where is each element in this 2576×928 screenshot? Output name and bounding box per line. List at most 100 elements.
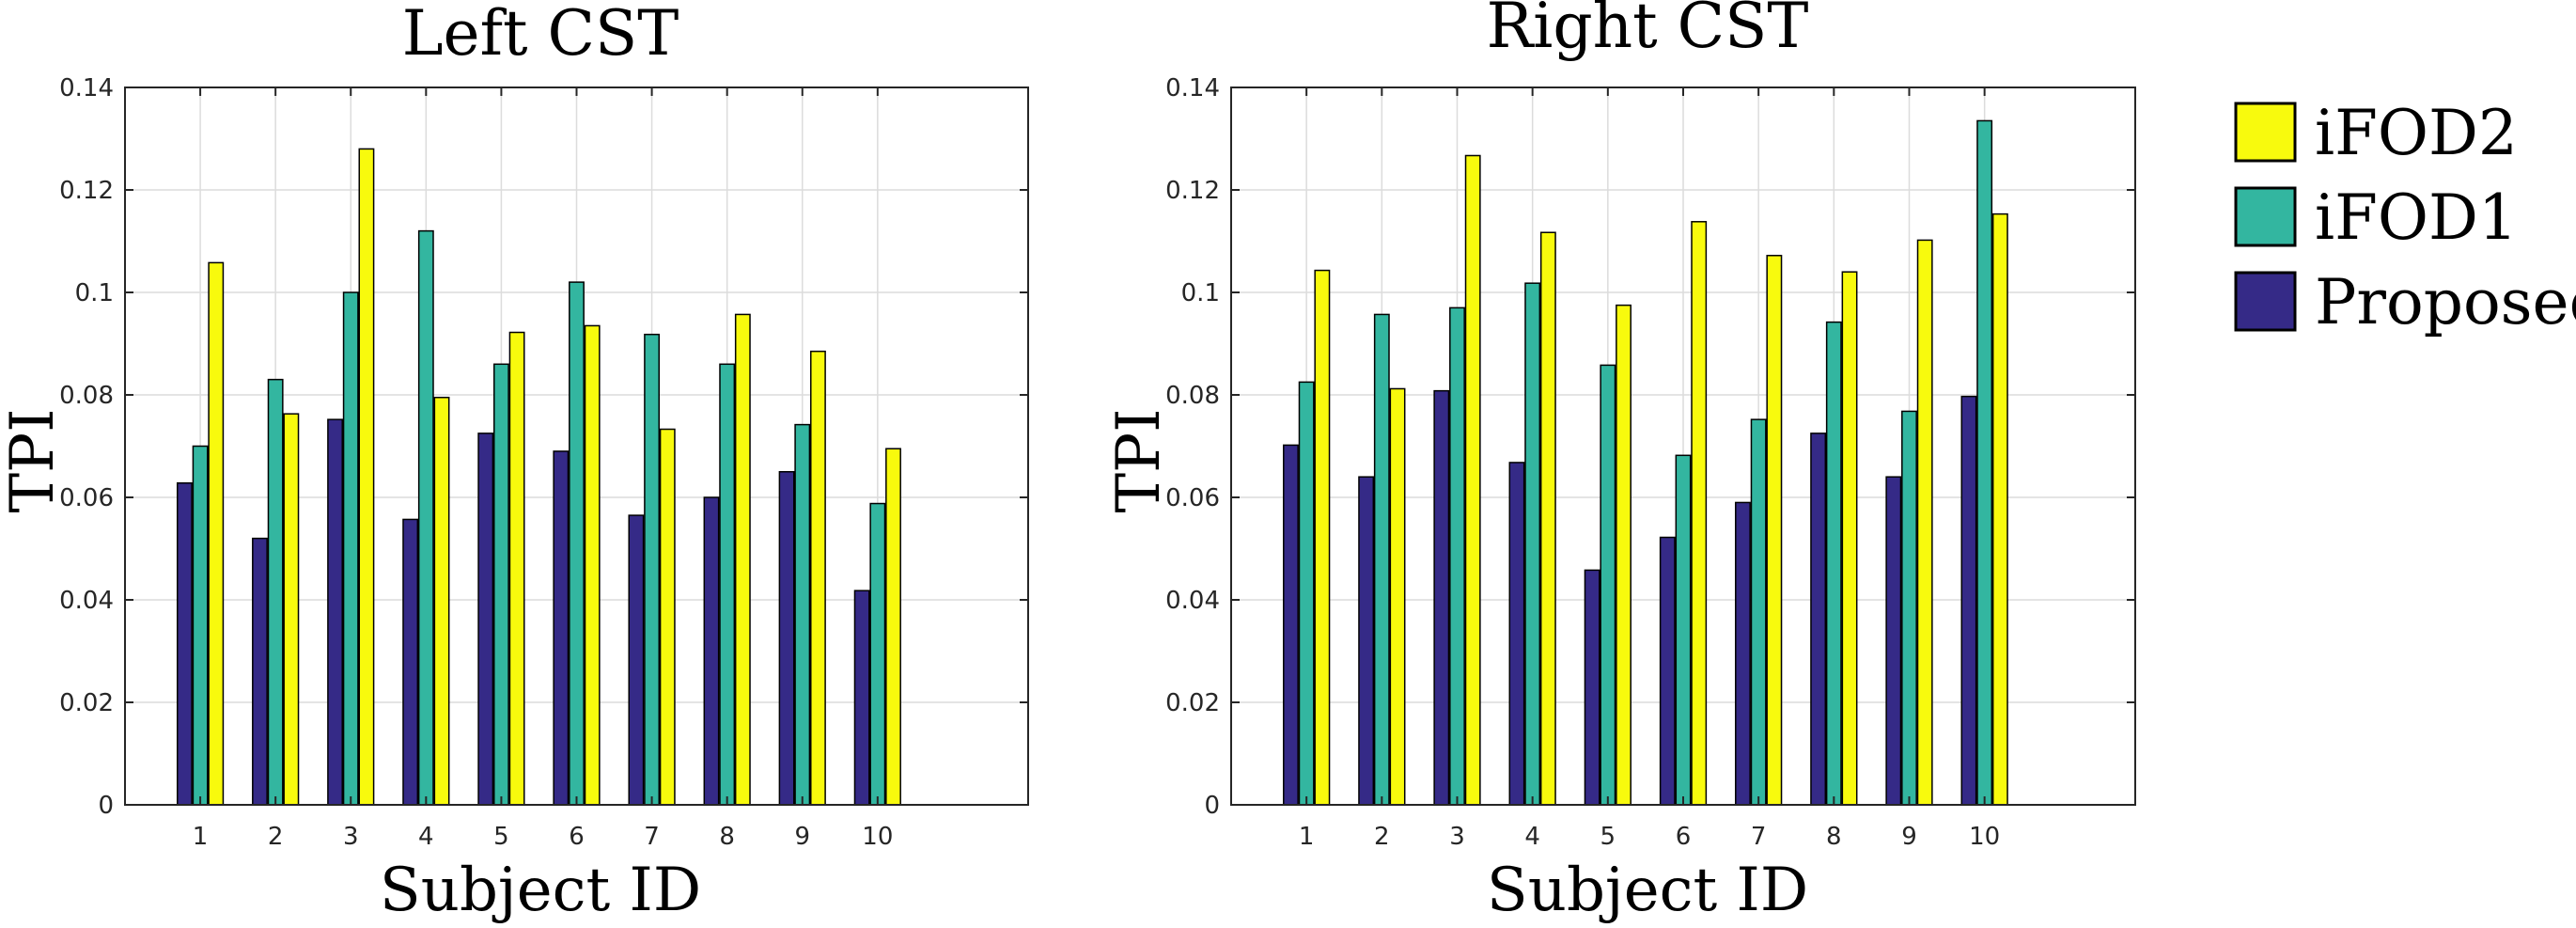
- legend-swatch: [2234, 271, 2297, 332]
- bar-proposed: [176, 481, 193, 806]
- x-tick-label: 4: [418, 823, 434, 851]
- bar-ifod2: [1616, 304, 1631, 806]
- bar-ifod1: [794, 423, 811, 806]
- bar-ifod1: [192, 445, 209, 806]
- x-axis-label: Subject ID: [380, 856, 701, 925]
- bar-proposed: [1810, 433, 1827, 806]
- x-tick-label: 8: [1826, 823, 1842, 851]
- y-tick-label: 0.08: [1165, 382, 1220, 410]
- y-tick-label: 0.04: [59, 587, 114, 615]
- x-tick-label: 2: [1374, 823, 1390, 851]
- ticks: 0 0.02 0.04 0.06 0.08 0.1 0.12 0.14 1 2 3 4 5 6 7 8 9 10: [59, 74, 1028, 851]
- x-tick-label: 9: [1901, 823, 1917, 851]
- bar-ifod2: [1389, 387, 1406, 806]
- bar-ifod1: [1524, 282, 1541, 806]
- x-tick-label: 3: [343, 823, 359, 851]
- bar-ifod2: [508, 331, 525, 806]
- y-axis-label: TPI: [1104, 408, 1174, 512]
- ticks: 0 0.02 0.04 0.06 0.08 0.1 0.12 0.14 1 2 3 4 5 6 7 8 9 10: [1165, 74, 2135, 851]
- y-tick-label: 0.1: [75, 279, 114, 307]
- bar-proposed: [1960, 395, 1977, 806]
- bar-ifod1: [1298, 381, 1315, 806]
- legend-label: iFOD2: [2315, 97, 2518, 169]
- y-tick-label: 0.02: [59, 689, 114, 717]
- bar-proposed: [1584, 569, 1600, 806]
- y-tick-label: 0.14: [59, 74, 114, 102]
- bar-ifod1: [569, 281, 585, 806]
- bar-ifod2: [283, 413, 300, 806]
- bar-proposed: [778, 471, 795, 806]
- legend-entry-ifod2: iFOD2: [2234, 97, 2518, 169]
- x-tick-label: 10: [1969, 823, 2000, 851]
- y-tick-label: 0: [1204, 792, 1220, 820]
- y-tick-label: 0.1: [1181, 279, 1220, 307]
- y-tick-label: 0.04: [1165, 587, 1220, 615]
- bar-ifod1: [1976, 119, 1993, 806]
- y-tick-label: 0.12: [1165, 177, 1220, 205]
- x-tick-label: 4: [1524, 823, 1540, 851]
- bar-ifod1: [1750, 418, 1767, 806]
- bar-proposed: [1283, 444, 1299, 806]
- legend-entry-ifod1: iFOD1: [2234, 181, 2518, 254]
- bar-proposed: [1735, 501, 1751, 806]
- x-tick-label: 1: [193, 823, 209, 851]
- x-tick-label: 8: [719, 823, 735, 851]
- bar-proposed: [252, 537, 268, 806]
- bar-proposed: [402, 518, 419, 806]
- bar-ifod2: [734, 313, 751, 806]
- x-tick-label: 5: [1600, 823, 1616, 851]
- bar-ifod2: [1916, 239, 1933, 806]
- bar-ifod1: [492, 363, 509, 806]
- bar-proposed: [1885, 476, 1902, 806]
- bar-ifod2: [1464, 154, 1481, 806]
- bar-ifod1: [1600, 364, 1616, 806]
- bar-ifod1: [342, 291, 359, 806]
- chart-title: Left CST: [402, 0, 679, 70]
- bar-ifod2: [1991, 212, 2008, 806]
- bar-ifod2: [1766, 255, 1783, 806]
- y-tick-label: 0.12: [59, 177, 114, 205]
- x-tick-label: 10: [862, 823, 893, 851]
- bar-ifod2: [659, 428, 676, 806]
- bar-proposed: [477, 433, 494, 806]
- bar-ifod2: [810, 350, 826, 806]
- x-tick-label: 7: [1751, 823, 1767, 851]
- bar-ifod2: [584, 324, 601, 806]
- y-axis-label: TPI: [0, 408, 68, 512]
- bar-ifod2: [1841, 271, 1858, 806]
- bar-ifod1: [869, 502, 886, 806]
- bar-ifod1: [1825, 321, 1842, 806]
- bar-ifod2: [1314, 269, 1331, 806]
- bar-proposed: [553, 450, 570, 806]
- y-tick-label: 0.08: [59, 382, 114, 410]
- bar-ifod1: [719, 363, 736, 806]
- x-tick-label: 6: [1676, 823, 1692, 851]
- bar-ifod1: [1675, 454, 1692, 806]
- bar-ifod1: [1901, 410, 1917, 806]
- bar-proposed: [1508, 462, 1525, 806]
- x-tick-label: 7: [644, 823, 660, 851]
- legend: iFOD2 iFOD1 Proposed: [2234, 97, 2576, 338]
- bar-ifod2: [885, 448, 901, 806]
- bar-ifod1: [417, 229, 434, 806]
- y-tick-label: 0: [98, 792, 114, 820]
- chart-left-cst: Left CST 0 0.02 0.04 0.06 0.08 0.1 0.12 0.14 1 2 3…: [0, 0, 1029, 925]
- legend-label: Proposed: [2315, 266, 2576, 338]
- bar-proposed: [1659, 536, 1676, 806]
- x-tick-label: 1: [1299, 823, 1315, 851]
- x-tick-label: 6: [569, 823, 585, 851]
- x-axis-label: Subject ID: [1487, 856, 1808, 925]
- bar-proposed: [1358, 476, 1375, 806]
- bar-ifod1: [644, 333, 661, 806]
- bar-proposed: [628, 514, 645, 806]
- chart-title: Right CST: [1487, 0, 1809, 62]
- bar-ifod1: [267, 378, 284, 806]
- legend-entry-proposed: Proposed: [2234, 266, 2576, 338]
- bar-ifod2: [433, 396, 450, 806]
- y-tick-label: 0.14: [1165, 74, 1220, 102]
- y-tick-label: 0.06: [1165, 484, 1220, 512]
- chart-right-cst: Right CST 0 0.02 0.04 0.06 0.08 0.1 0.12 0.14 1 2…: [1104, 0, 2136, 925]
- bar-ifod2: [1691, 221, 1708, 806]
- x-tick-label: 3: [1449, 823, 1465, 851]
